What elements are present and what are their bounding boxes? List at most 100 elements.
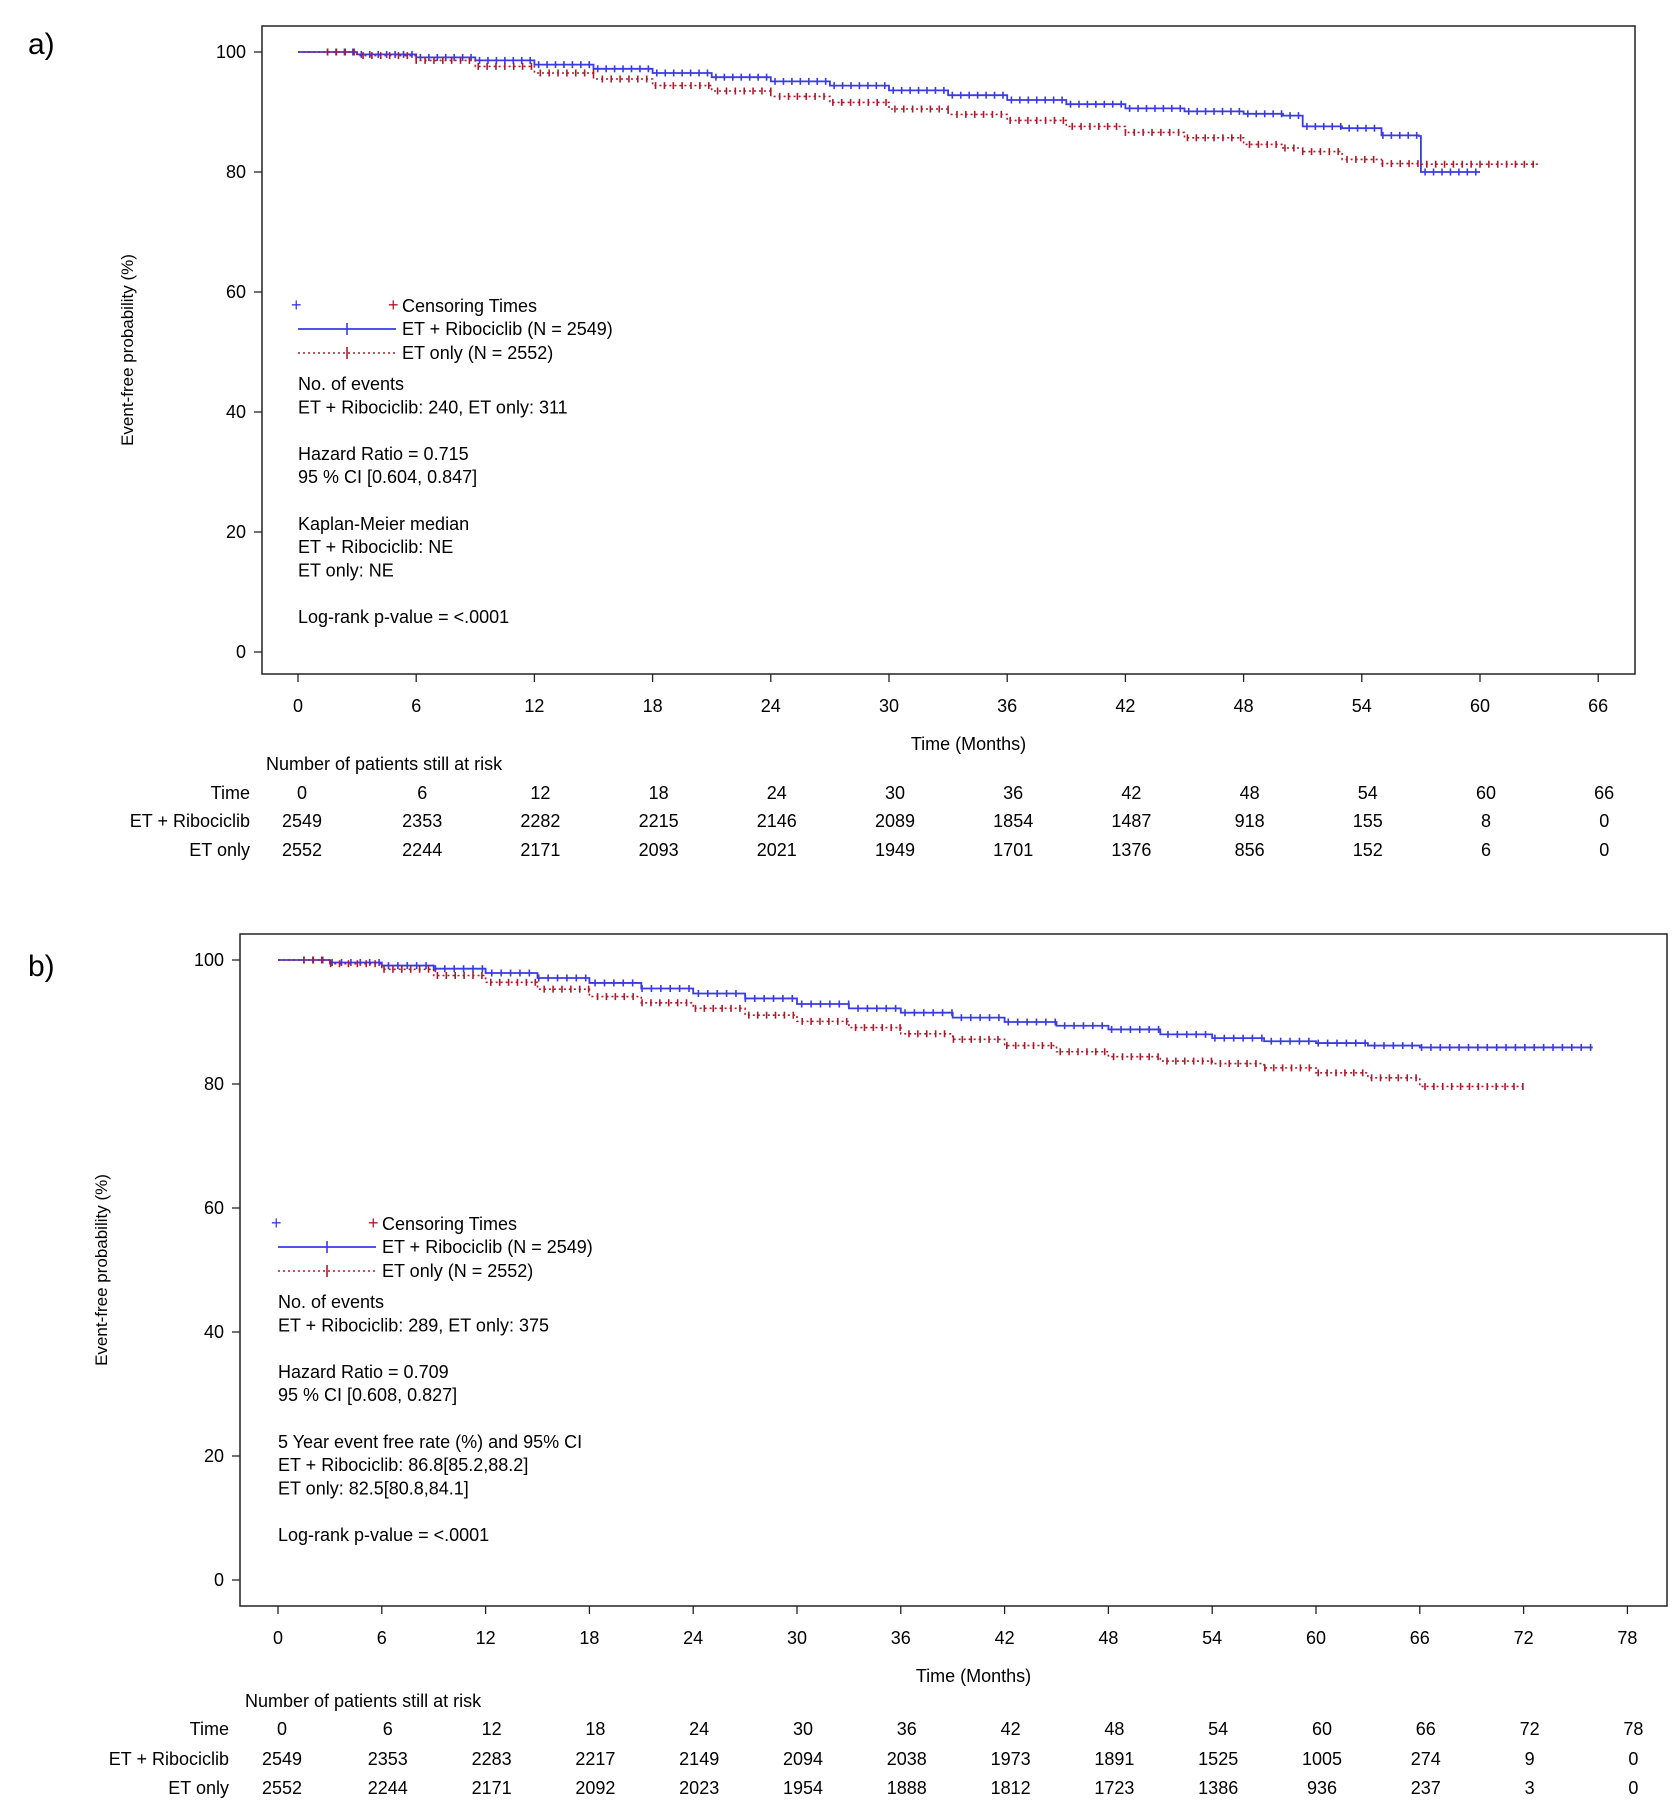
x-tick-label: 12: [476, 1628, 496, 1648]
risk-table-time: 12: [482, 1719, 502, 1739]
x-tick-label: 42: [1115, 696, 1135, 716]
censor-marks-et-only: [303, 956, 1524, 1090]
y-tick-label: 0: [214, 1570, 224, 1590]
series-line-et-ribociclib: [278, 959, 1593, 1049]
risk-table-cell: 1854: [993, 811, 1033, 831]
risk-table-cell: 6: [1481, 840, 1491, 860]
risk-table-time: 0: [277, 1719, 287, 1739]
x-tick-label: 78: [1617, 1628, 1637, 1648]
x-axis-label: Time (Months): [911, 734, 1026, 754]
risk-table-row-label: ET only: [168, 1778, 229, 1798]
y-tick-label: 80: [204, 1074, 224, 1094]
series-line-et-only: [298, 51, 1540, 165]
y-axis-label: Event-free probability (%): [92, 1174, 111, 1366]
risk-table-cell: 1723: [1094, 1778, 1134, 1798]
risk-table-cell: 2171: [520, 840, 560, 860]
x-tick-label: 66: [1588, 696, 1608, 716]
risk-table-cell: 2089: [875, 811, 915, 831]
risk-table-time: 48: [1240, 783, 1260, 803]
legend-censor-label: Censoring Times: [382, 1214, 517, 1234]
panel-label: a): [28, 28, 55, 61]
risk-table-time: 30: [885, 783, 905, 803]
risk-table-time: 66: [1594, 783, 1614, 803]
risk-table-cell: 2146: [757, 811, 797, 831]
legend-entry-et-only: ET only (N = 2552): [402, 343, 553, 363]
x-tick-label: 30: [787, 1628, 807, 1648]
risk-table-time: 24: [767, 783, 787, 803]
risk-table-cell: 2552: [262, 1778, 302, 1798]
risk-table-cell: 2093: [639, 840, 679, 860]
x-tick-label: 54: [1202, 1628, 1222, 1648]
risk-table-cell: 2038: [887, 1749, 927, 1769]
censor-legend-plus-blue: +: [271, 1213, 282, 1233]
risk-table-time: 6: [417, 783, 427, 803]
risk-table-header-label: Time: [190, 1719, 229, 1739]
y-tick-label: 20: [204, 1446, 224, 1466]
x-tick-label: 48: [1098, 1628, 1118, 1648]
risk-table-cell: 0: [1599, 840, 1609, 860]
legend-entry-et-only: ET only (N = 2552): [382, 1261, 533, 1281]
risk-table-cell: 8: [1481, 811, 1491, 831]
risk-table-cell: 155: [1353, 811, 1383, 831]
risk-table-time: 54: [1208, 1719, 1228, 1739]
y-tick-label: 20: [226, 522, 246, 542]
risk-table-cell: 2092: [575, 1778, 615, 1798]
risk-table-time: 78: [1623, 1719, 1643, 1739]
risk-table-cell: 9: [1525, 1749, 1535, 1769]
y-axis-label: Event-free probability (%): [118, 254, 137, 446]
stats-annotation: 95 % CI [0.608, 0.827]: [278, 1385, 457, 1405]
y-tick-label: 60: [226, 282, 246, 302]
risk-table-time: 48: [1104, 1719, 1124, 1739]
panel-label: b): [28, 950, 55, 983]
risk-table-cell: 856: [1235, 840, 1265, 860]
x-tick-label: 0: [293, 696, 303, 716]
legend-entry-et-ribociclib: ET + Ribociclib (N = 2549): [382, 1237, 593, 1257]
risk-table-cell: 1812: [991, 1778, 1031, 1798]
risk-table-time: 72: [1520, 1719, 1540, 1739]
x-tick-label: 24: [683, 1628, 703, 1648]
plot-frame: [261, 25, 1636, 675]
censor-marks-et-ribociclib: [326, 48, 1477, 176]
risk-table-cell: 0: [1628, 1749, 1638, 1769]
risk-table-cell: 2353: [402, 811, 442, 831]
stats-annotation: ET + Ribociclib: 240, ET only: 311: [298, 397, 568, 417]
risk-table-cell: 2244: [368, 1778, 408, 1798]
y-tick-label: 100: [216, 42, 246, 62]
stats-annotation: Log-rank p-value = <.0001: [298, 607, 509, 627]
risk-table-row-label: ET + Ribociclib: [109, 1749, 229, 1769]
y-tick-label: 80: [226, 162, 246, 182]
risk-table-time: 42: [1121, 783, 1141, 803]
risk-table-time: 6: [383, 1719, 393, 1739]
stats-annotation: ET only: 82.5[80.8,84.1]: [278, 1478, 469, 1498]
x-axis-label: Time (Months): [916, 1666, 1031, 1686]
risk-table-cell: 2023: [679, 1778, 719, 1798]
x-tick-label: 60: [1306, 1628, 1326, 1648]
risk-table-cell: 0: [1628, 1778, 1638, 1798]
risk-table-cell: 1888: [887, 1778, 927, 1798]
risk-table-time: 54: [1358, 783, 1378, 803]
risk-table-row-label: ET + Ribociclib: [130, 811, 250, 831]
legend-entry-et-ribociclib: ET + Ribociclib (N = 2549): [402, 319, 613, 339]
y-tick-label: 40: [226, 402, 246, 422]
risk-table-title: Number of patients still at risk: [245, 1691, 482, 1711]
x-tick-label: 36: [891, 1628, 911, 1648]
risk-table-time: 60: [1312, 1719, 1332, 1739]
risk-table-cell: 918: [1235, 811, 1265, 831]
risk-table-cell: 2215: [639, 811, 679, 831]
risk-table-cell: 2021: [757, 840, 797, 860]
stats-annotation: ET + Ribociclib: NE: [298, 537, 453, 557]
risk-table-cell: 0: [1599, 811, 1609, 831]
stats-annotation: ET + Ribociclib: 289, ET only: 375: [278, 1315, 549, 1335]
risk-table-cell: 1386: [1198, 1778, 1238, 1798]
risk-table-cell: 1891: [1094, 1749, 1134, 1769]
risk-table-cell: 1973: [991, 1749, 1031, 1769]
risk-table-time: 18: [649, 783, 669, 803]
risk-table-cell: 1005: [1302, 1749, 1342, 1769]
stats-annotation: ET + Ribociclib: 86.8[85.2,88.2]: [278, 1455, 528, 1475]
censor-legend-plus-blue: +: [291, 295, 302, 315]
x-tick-label: 48: [1234, 696, 1254, 716]
censor-legend-plus-red: +: [368, 1213, 379, 1233]
risk-table-time: 42: [1001, 1719, 1021, 1739]
stats-annotation: 5 Year event free rate (%) and 95% CI: [278, 1432, 582, 1452]
